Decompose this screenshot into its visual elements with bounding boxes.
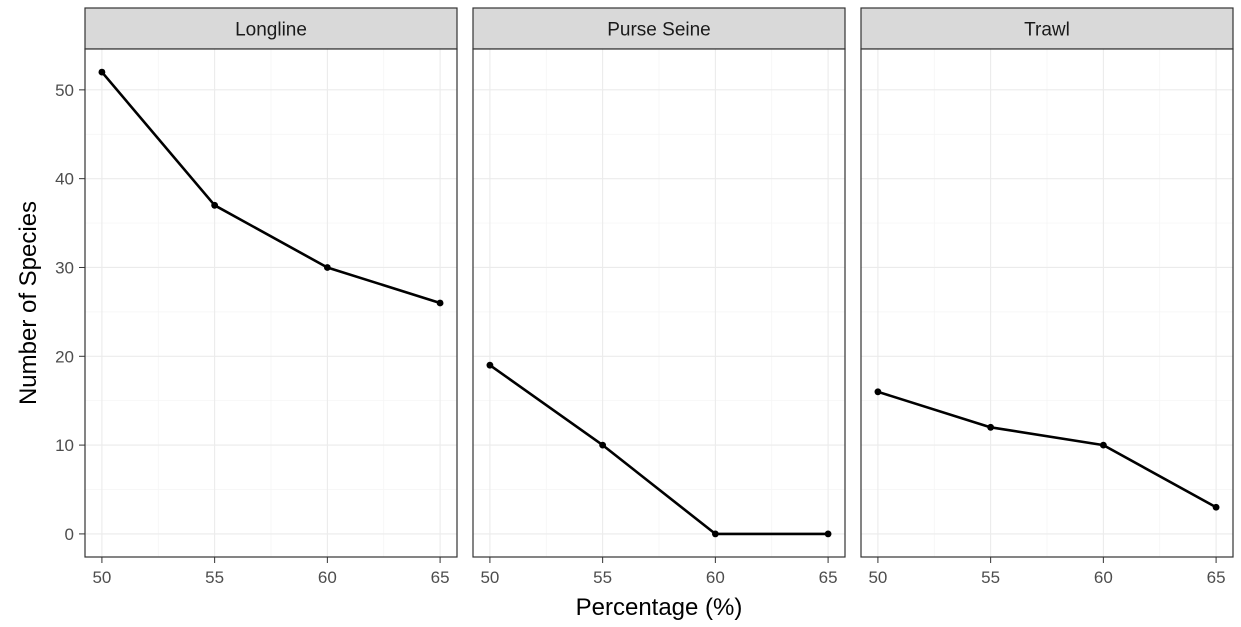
y-tick-label: 50 xyxy=(55,81,74,100)
series-line xyxy=(877,390,1217,509)
x-tick-label: 55 xyxy=(205,568,224,587)
facet-strip-label: Purse Seine xyxy=(607,20,711,41)
x-tick-label: 55 xyxy=(593,568,612,587)
x-tick-label: 65 xyxy=(431,568,450,587)
panel-border xyxy=(860,48,1234,558)
y-tick-label: 10 xyxy=(55,436,74,455)
data-point xyxy=(436,299,444,307)
data-point xyxy=(874,388,882,396)
facet-strip-label: Longline xyxy=(235,20,307,41)
x-tick-label: 60 xyxy=(706,568,725,587)
facet-strip xyxy=(860,7,1234,50)
facet-strip-label: Trawl xyxy=(1024,20,1070,41)
x-tick-label: 60 xyxy=(1094,568,1113,587)
panel-border xyxy=(472,48,846,558)
x-tick-label: 50 xyxy=(92,568,111,587)
facet-strip xyxy=(472,7,846,50)
panel-border xyxy=(84,48,458,558)
data-point xyxy=(599,441,607,449)
y-axis-title: Number of Species xyxy=(15,201,42,405)
data-point xyxy=(323,264,331,271)
y-tick-label: 30 xyxy=(55,258,74,277)
facet-panel-longline: Longline 50 55 60 65 xyxy=(84,7,458,587)
x-tick-label: 50 xyxy=(480,568,499,587)
x-tick-label: 60 xyxy=(318,568,337,587)
x-axis-title: Percentage (%) xyxy=(576,594,743,621)
data-point xyxy=(486,361,494,369)
data-point xyxy=(1212,503,1220,511)
y-tick-label: 20 xyxy=(55,347,74,366)
data-point xyxy=(1099,441,1107,449)
y-tick-label: 40 xyxy=(55,170,74,189)
x-tick-label: 65 xyxy=(1207,568,1226,587)
y-tick-label: 0 xyxy=(65,525,74,544)
facet-panel-purse-seine: Purse Seine 50 55 60 65 xyxy=(472,7,846,587)
x-tick-label: 65 xyxy=(819,568,838,587)
data-point xyxy=(211,201,219,209)
y-axis: 0 10 20 30 40 50 xyxy=(55,81,85,544)
data-point xyxy=(987,423,995,431)
data-point xyxy=(824,530,832,538)
series-line xyxy=(489,364,829,536)
facet-panel-trawl: Trawl 50 55 60 65 xyxy=(860,7,1234,587)
x-tick-label: 55 xyxy=(981,568,1000,587)
data-point xyxy=(98,68,106,76)
x-tick-label: 50 xyxy=(868,568,887,587)
series-line xyxy=(100,71,441,305)
data-point xyxy=(711,530,719,538)
